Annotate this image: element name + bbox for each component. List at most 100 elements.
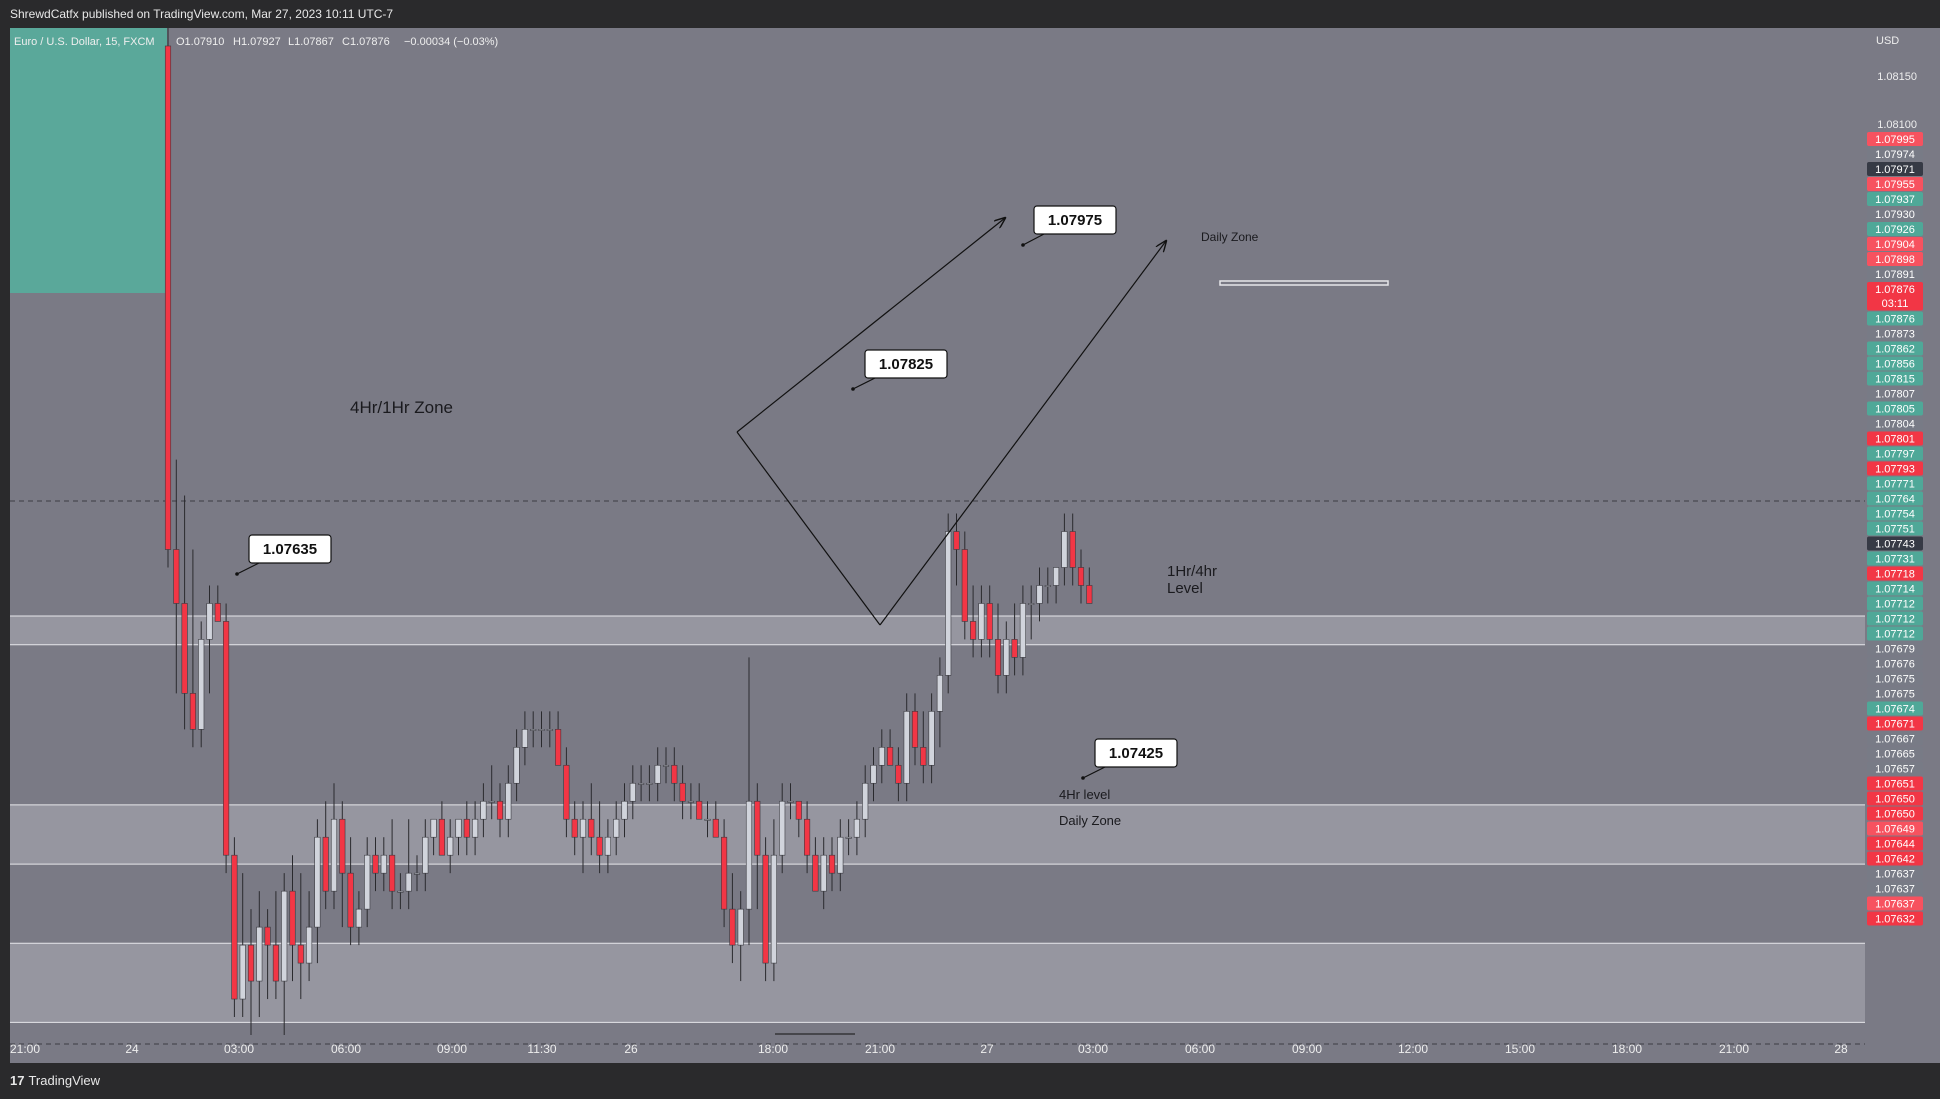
candle-body[interactable] (1019, 603, 1026, 658)
candle-body[interactable] (770, 854, 777, 964)
candle-body[interactable] (712, 818, 719, 838)
candle-body[interactable] (355, 908, 362, 928)
candle-body[interactable] (1069, 531, 1076, 568)
trend-arrow[interactable] (736, 218, 1005, 433)
price-callout[interactable] (248, 534, 332, 564)
candle-body[interactable] (364, 854, 371, 910)
candle-body[interactable] (189, 693, 196, 730)
candle-body[interactable] (447, 836, 454, 856)
candle-body[interactable] (588, 818, 595, 838)
candle-body[interactable] (1003, 639, 1010, 676)
candle-body[interactable] (679, 782, 686, 802)
candle-body[interactable] (314, 836, 321, 928)
candle-body[interactable] (530, 729, 537, 731)
candle-body[interactable] (887, 746, 894, 766)
candle-body[interactable] (438, 818, 445, 856)
candle-body[interactable] (405, 872, 412, 892)
candle-body[interactable] (214, 603, 221, 622)
candle-body[interactable] (911, 711, 919, 748)
candle-body[interactable] (596, 836, 603, 856)
candle-body[interactable] (953, 531, 960, 550)
candle-body[interactable] (513, 746, 520, 784)
candle-body[interactable] (754, 800, 761, 856)
candle-body[interactable] (555, 729, 562, 766)
price-callout[interactable] (1033, 205, 1117, 235)
candle-body[interactable] (613, 818, 620, 838)
trend-arrow[interactable] (879, 241, 1166, 626)
candle-body[interactable] (264, 926, 271, 946)
candle-body[interactable] (779, 800, 786, 856)
candle-body[interactable] (422, 836, 429, 874)
candle-body[interactable] (231, 854, 238, 1000)
tradingview-logo[interactable]: 17 TradingView (10, 1073, 100, 1088)
candle-body[interactable] (571, 818, 578, 838)
candle-body[interactable] (646, 782, 653, 785)
candle-body[interactable] (687, 800, 694, 803)
candle-body[interactable] (828, 854, 836, 874)
candle-body[interactable] (239, 944, 246, 1000)
candle-body[interactable] (496, 800, 504, 820)
candle-body[interactable] (662, 764, 670, 767)
candle-body[interactable] (638, 782, 645, 785)
candle-body[interactable] (994, 639, 1002, 676)
candle-body[interactable] (762, 854, 769, 964)
candle-body[interactable] (804, 818, 811, 856)
price-chart[interactable]: 1.07975 1.07825 1.07635 1.07425 Daily Zone 4H… (0, 28, 1940, 1063)
candle-body[interactable] (1044, 585, 1051, 587)
candle-body[interactable] (903, 711, 910, 784)
candle-body[interactable] (472, 818, 479, 838)
candle-body[interactable] (820, 854, 827, 892)
candle-body[interactable] (629, 782, 636, 802)
candle-body[interactable] (181, 603, 188, 694)
candle-body[interactable] (621, 800, 628, 820)
price-callout[interactable] (864, 349, 948, 379)
candle-body[interactable] (256, 926, 263, 982)
candle-body[interactable] (737, 908, 744, 946)
candle-body[interactable] (322, 836, 329, 892)
candle-body[interactable] (223, 621, 230, 856)
candle-body[interactable] (347, 872, 354, 928)
candle-body[interactable] (787, 800, 794, 803)
candle-body[interactable] (853, 818, 860, 838)
candle-body[interactable] (480, 800, 487, 820)
candle-body[interactable] (721, 836, 728, 910)
candle-body[interactable] (330, 818, 338, 892)
price-callout[interactable] (1094, 738, 1178, 768)
trend-arrow[interactable] (736, 431, 881, 626)
candle-body[interactable] (654, 764, 661, 784)
candle-body[interactable] (945, 531, 952, 676)
candle-body[interactable] (671, 764, 678, 784)
candle-body[interactable] (198, 639, 205, 730)
candle-body[interactable] (546, 729, 553, 731)
candle-body[interactable] (538, 729, 545, 731)
candle-body[interactable] (339, 818, 346, 874)
candle-body[interactable] (795, 800, 802, 820)
candle-body[interactable] (812, 854, 819, 892)
candle-body[interactable] (1053, 567, 1060, 586)
candle-body[interactable] (173, 549, 180, 604)
candle-body[interactable] (1036, 585, 1043, 604)
candle-body[interactable] (604, 836, 611, 856)
candle-body[interactable] (986, 603, 993, 640)
candle-body[interactable] (837, 836, 844, 874)
candle-body[interactable] (1028, 603, 1035, 605)
candle-body[interactable] (164, 45, 172, 550)
candle-body[interactable] (521, 729, 528, 748)
candle-body[interactable] (928, 711, 935, 766)
candle-body[interactable] (372, 854, 379, 874)
candle-body[interactable] (1011, 639, 1018, 658)
candle-body[interactable] (297, 944, 304, 964)
candle-body[interactable] (247, 944, 255, 982)
candle-body[interactable] (870, 764, 877, 784)
candle-body[interactable] (729, 908, 736, 946)
candle-body[interactable] (289, 890, 296, 946)
candle-body[interactable] (1086, 585, 1093, 604)
candle-body[interactable] (978, 603, 985, 640)
candle-body[interactable] (1077, 567, 1085, 586)
candle-body[interactable] (920, 746, 927, 766)
candle-body[interactable] (413, 872, 421, 875)
candle-body[interactable] (281, 890, 288, 982)
candle-body[interactable] (563, 764, 570, 820)
candle-body[interactable] (505, 782, 512, 820)
candle-body[interactable] (488, 800, 495, 803)
